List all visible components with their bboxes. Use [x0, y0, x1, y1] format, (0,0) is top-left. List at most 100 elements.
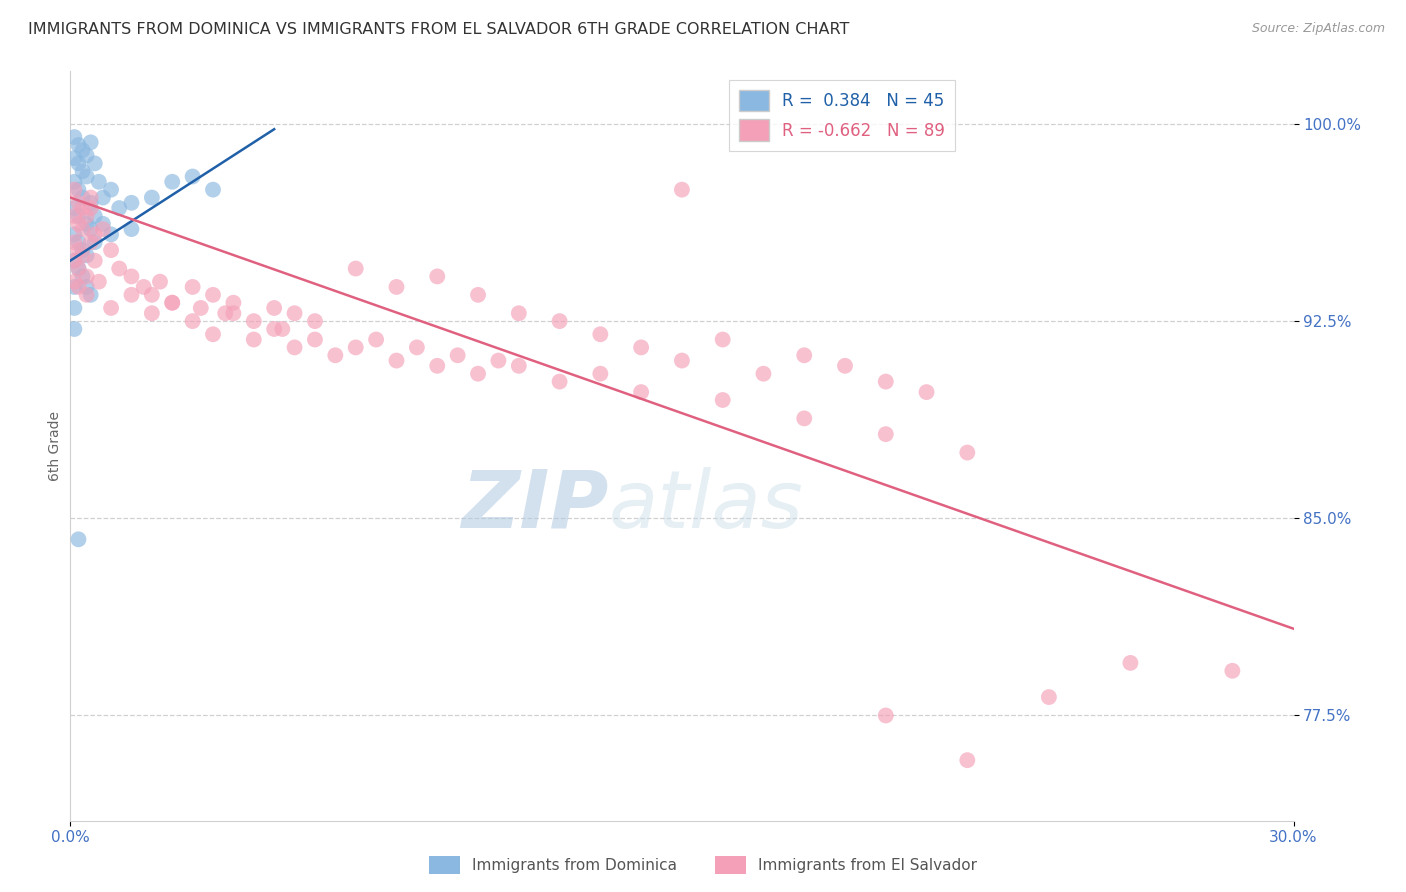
Point [263, 322, 285, 336]
Point [385, 280, 408, 294]
Point [132, 280, 155, 294]
Point [121, 222, 143, 236]
Point [63, 301, 86, 315]
Point [875, 427, 897, 442]
Point [67, 261, 90, 276]
Legend: R =  0.384   N = 45, R = -0.662   N = 89: R = 0.384 N = 45, R = -0.662 N = 89 [728, 79, 955, 151]
Point [467, 288, 489, 302]
Point [76, 217, 98, 231]
Point [426, 269, 449, 284]
Legend: Immigrants from Dominica, Immigrants from El Salvador: Immigrants from Dominica, Immigrants fro… [423, 850, 983, 880]
Point [79, 201, 103, 215]
Point [162, 295, 183, 310]
Point [76, 280, 98, 294]
Point [63, 280, 86, 294]
Point [72, 201, 94, 215]
Point [488, 353, 510, 368]
Point [202, 327, 225, 342]
Point [271, 322, 294, 336]
Point [108, 261, 131, 276]
Point [323, 348, 347, 362]
Point [67, 209, 90, 223]
Point [63, 209, 86, 223]
Text: IMMIGRANTS FROM DOMINICA VS IMMIGRANTS FROM EL SALVADOR 6TH GRADE CORRELATION CH: IMMIGRANTS FROM DOMINICA VS IMMIGRANTS F… [28, 22, 849, 37]
Point [711, 333, 734, 347]
Point [72, 269, 94, 284]
Point [83, 156, 105, 170]
Point [366, 333, 388, 347]
Point [76, 288, 98, 302]
Point [915, 385, 938, 400]
Point [793, 348, 815, 362]
Point [72, 143, 94, 157]
Point [149, 275, 172, 289]
Point [508, 306, 530, 320]
Point [121, 195, 143, 210]
Point [162, 295, 183, 310]
Point [67, 183, 90, 197]
Point [344, 340, 367, 354]
Point [222, 295, 245, 310]
Point [426, 359, 449, 373]
Point [63, 175, 86, 189]
Point [83, 253, 105, 268]
Point [243, 333, 266, 347]
Point [284, 306, 307, 320]
Point [63, 130, 86, 145]
Text: Source: ZipAtlas.com: Source: ZipAtlas.com [1251, 22, 1385, 36]
Point [79, 136, 103, 150]
Point [671, 183, 693, 197]
Point [63, 151, 86, 165]
Y-axis label: 6th Grade: 6th Grade [48, 411, 62, 481]
Point [141, 288, 163, 302]
Point [79, 288, 103, 302]
Point [67, 235, 90, 250]
Point [63, 201, 86, 215]
Point [91, 217, 114, 231]
Point [87, 175, 110, 189]
Point [63, 253, 86, 268]
Point [83, 235, 105, 250]
Point [63, 183, 86, 197]
Point [214, 306, 236, 320]
Point [752, 367, 775, 381]
Point [630, 340, 652, 354]
Point [181, 169, 204, 184]
Point [72, 222, 94, 236]
Point [76, 269, 98, 284]
Point [121, 288, 143, 302]
Point [100, 301, 122, 315]
Point [121, 269, 143, 284]
Point [385, 353, 408, 368]
Point [181, 280, 204, 294]
Point [956, 445, 979, 459]
Point [83, 227, 105, 242]
Point [67, 138, 90, 153]
Point [67, 156, 90, 170]
Point [79, 222, 103, 236]
Point [202, 183, 225, 197]
Point [67, 533, 90, 547]
Point [63, 253, 86, 268]
Point [63, 322, 86, 336]
Point [67, 217, 90, 231]
Point [72, 248, 94, 262]
Point [141, 306, 163, 320]
Point [304, 314, 326, 328]
Point [67, 280, 90, 294]
Point [162, 175, 183, 189]
Point [548, 375, 571, 389]
Point [63, 227, 86, 242]
Point [875, 375, 897, 389]
Point [222, 306, 245, 320]
Point [1038, 690, 1060, 704]
Point [63, 235, 86, 250]
Point [190, 301, 212, 315]
Point [406, 340, 429, 354]
Point [671, 353, 693, 368]
Point [72, 243, 94, 257]
Point [467, 367, 489, 381]
Point [91, 190, 114, 204]
Point [589, 327, 612, 342]
Point [630, 385, 652, 400]
